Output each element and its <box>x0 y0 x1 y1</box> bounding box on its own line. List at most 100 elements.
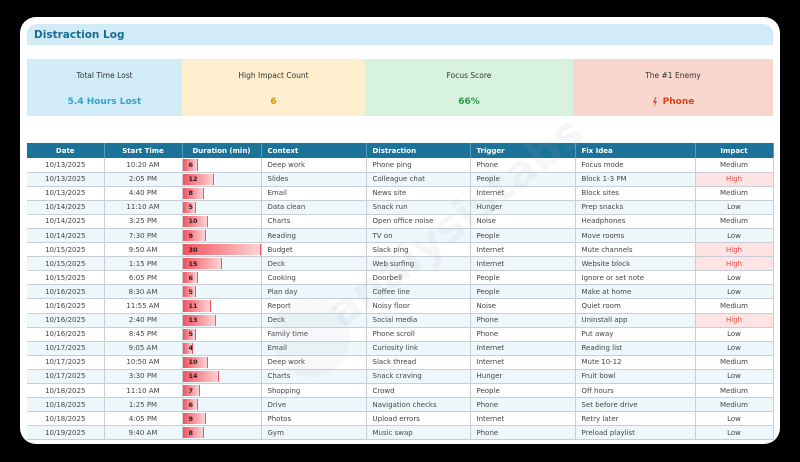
cell-duration[interactable]: 6 <box>182 158 262 173</box>
cell-impact[interactable]: Medium <box>695 298 774 314</box>
cell-distraction[interactable]: Slack thread <box>366 355 471 370</box>
cell-date[interactable]: 10/15/2025 <box>27 256 105 272</box>
cell-start-time[interactable]: 9:50 AM <box>104 242 183 258</box>
cell-impact[interactable]: Low <box>695 270 774 286</box>
cell-duration[interactable]: 5 <box>182 327 262 342</box>
cell-distraction[interactable]: Curiosity link <box>366 341 471 356</box>
cell-impact[interactable]: High <box>695 256 774 272</box>
cell-duration[interactable]: 7 <box>182 383 262 399</box>
cell-trigger[interactable]: Internet <box>470 355 576 370</box>
cell-duration[interactable]: 15 <box>182 256 262 272</box>
table-row[interactable]: 10/16/2025 2:40 PM 13 Deck Social media Phone… <box>27 313 774 328</box>
cell-context[interactable]: Email <box>261 341 367 356</box>
cell-fix-idea[interactable]: Reading list <box>575 341 696 356</box>
cell-distraction[interactable]: Phone ping <box>366 158 471 173</box>
cell-date[interactable]: 10/13/2025 <box>27 186 105 201</box>
cell-context[interactable]: Cooking <box>261 270 367 286</box>
cell-distraction[interactable]: Music swap <box>366 425 471 441</box>
cell-impact[interactable]: Low <box>695 327 774 342</box>
cell-date[interactable]: 10/16/2025 <box>27 327 105 342</box>
table-row[interactable]: 10/14/2025 3:25 PM 10 Charts Open office noi… <box>27 214 774 229</box>
cell-fix-idea[interactable]: Block 1-3 PM <box>575 172 696 187</box>
table-row[interactable]: 10/14/2025 7:30 PM 9 Reading TV on People Move… <box>27 228 774 244</box>
cell-fix-idea[interactable]: Make at home <box>575 284 696 300</box>
cell-impact[interactable]: High <box>695 242 774 258</box>
header-trigger[interactable]: Trigger <box>470 143 576 158</box>
cell-context[interactable]: Budget <box>261 242 367 258</box>
cell-start-time[interactable]: 1:15 PM <box>104 256 183 272</box>
table-row[interactable]: 10/18/2025 4:05 PM 9 Photos Upload errors Int… <box>27 411 774 427</box>
cell-fix-idea[interactable]: Fruit bowl <box>575 369 696 385</box>
cell-start-time[interactable]: 11:55 AM <box>104 298 183 314</box>
cell-date[interactable]: 10/14/2025 <box>27 214 105 229</box>
header-distraction[interactable]: Distraction <box>366 143 471 158</box>
cell-fix-idea[interactable]: Headphones <box>575 214 696 229</box>
cell-fix-idea[interactable]: Prep snacks <box>575 200 696 215</box>
cell-distraction[interactable]: Crowd <box>366 383 471 399</box>
cell-trigger[interactable]: Noise <box>470 214 576 229</box>
cell-context[interactable]: Charts <box>261 214 367 229</box>
cell-start-time[interactable]: 10:50 AM <box>104 355 183 370</box>
cell-fix-idea[interactable]: Website block <box>575 256 696 272</box>
cell-context[interactable]: Deep work <box>261 158 367 173</box>
cell-duration[interactable]: 8 <box>182 425 262 441</box>
cell-trigger[interactable]: Phone <box>470 327 576 342</box>
cell-date[interactable]: 10/19/2025 <box>27 425 105 441</box>
cell-trigger[interactable]: People <box>470 383 576 399</box>
cell-duration[interactable]: 10 <box>182 214 262 229</box>
cell-trigger[interactable]: Noise <box>470 298 576 314</box>
cell-date[interactable]: 10/16/2025 <box>27 284 105 300</box>
cell-fix-idea[interactable]: Off hours <box>575 383 696 399</box>
cell-context[interactable]: Gym <box>261 425 367 441</box>
cell-fix-idea[interactable]: Ignore or set note <box>575 270 696 286</box>
cell-impact[interactable]: Low <box>695 369 774 385</box>
cell-fix-idea[interactable]: Uninstall app <box>575 313 696 328</box>
cell-start-time[interactable]: 11:10 AM <box>104 200 183 215</box>
cell-impact[interactable]: Medium <box>695 397 774 413</box>
cell-distraction[interactable]: Web surfing <box>366 256 471 272</box>
cell-date[interactable]: 10/13/2025 <box>27 172 105 187</box>
header-context[interactable]: Context <box>261 143 367 158</box>
cell-fix-idea[interactable]: Focus mode <box>575 158 696 173</box>
cell-date[interactable]: 10/15/2025 <box>27 270 105 286</box>
cell-duration[interactable]: 5 <box>182 200 262 215</box>
cell-distraction[interactable]: Phone scroll <box>366 327 471 342</box>
cell-date[interactable]: 10/18/2025 <box>27 411 105 427</box>
cell-distraction[interactable]: Colleague chat <box>366 172 471 187</box>
cell-date[interactable]: 10/17/2025 <box>27 369 105 385</box>
cell-impact[interactable]: Low <box>695 411 774 427</box>
cell-duration[interactable]: 9 <box>182 411 262 427</box>
cell-context[interactable]: Slides <box>261 172 367 187</box>
cell-distraction[interactable]: Doorbell <box>366 270 471 286</box>
header-duration[interactable]: Duration (min) <box>182 143 262 158</box>
cell-distraction[interactable]: Noisy floor <box>366 298 471 314</box>
cell-trigger[interactable]: People <box>470 228 576 244</box>
header-start-time[interactable]: Start Time <box>104 143 183 158</box>
cell-date[interactable]: 10/13/2025 <box>27 158 105 173</box>
cell-impact[interactable]: Low <box>695 284 774 300</box>
table-row[interactable]: 10/13/2025 10:20 AM 6 Deep work Phone ping Ph… <box>27 158 774 173</box>
cell-impact[interactable]: Medium <box>695 355 774 370</box>
cell-duration[interactable]: 5 <box>182 284 262 300</box>
cell-context[interactable]: Shopping <box>261 383 367 399</box>
cell-start-time[interactable]: 2:05 PM <box>104 172 183 187</box>
table-row[interactable]: 10/16/2025 11:55 AM 11 Report Noisy floor Noi… <box>27 298 774 314</box>
cell-trigger[interactable]: People <box>470 270 576 286</box>
cell-context[interactable]: Deep work <box>261 355 367 370</box>
cell-duration[interactable]: 6 <box>182 270 262 286</box>
cell-context[interactable]: Drive <box>261 397 367 413</box>
cell-context[interactable]: Reading <box>261 228 367 244</box>
cell-duration[interactable]: 8 <box>182 186 262 201</box>
cell-distraction[interactable]: Social media <box>366 313 471 328</box>
table-row[interactable]: 10/17/2025 3:30 PM 14 Charts Snack craving Hu… <box>27 369 774 385</box>
cell-fix-idea[interactable]: Set before drive <box>575 397 696 413</box>
cell-fix-idea[interactable]: Block sites <box>575 186 696 201</box>
cell-context[interactable]: Photos <box>261 411 367 427</box>
cell-date[interactable]: 10/18/2025 <box>27 383 105 399</box>
cell-distraction[interactable]: Snack run <box>366 200 471 215</box>
cell-date[interactable]: 10/17/2025 <box>27 355 105 370</box>
cell-duration[interactable]: 10 <box>182 355 262 370</box>
cell-start-time[interactable]: 4:40 PM <box>104 186 183 201</box>
cell-impact[interactable]: High <box>695 313 774 328</box>
table-row[interactable]: 10/16/2025 8:45 PM 5 Family time Phone scrol… <box>27 327 774 342</box>
